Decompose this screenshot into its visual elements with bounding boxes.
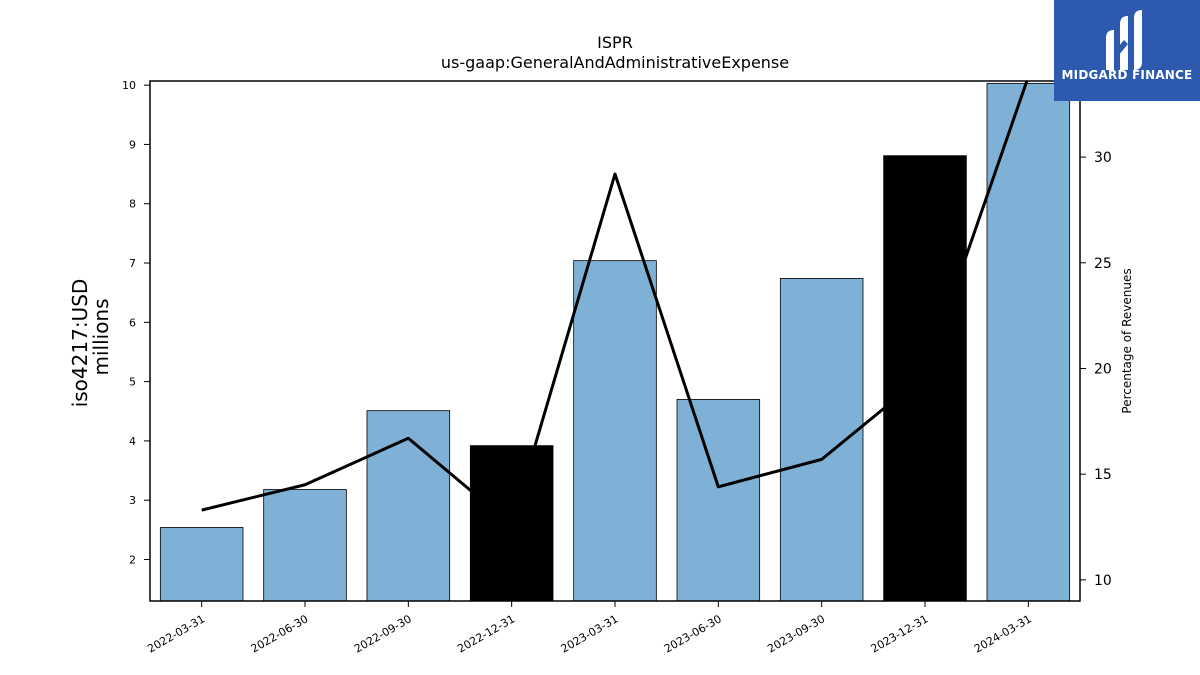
y-tick-label-2: 2 [129,553,136,566]
y-tick-label-5: 5 [129,376,136,389]
bar-2023-06-30 [676,398,761,602]
y-tick-label-6: 6 [129,316,136,329]
bar-2024-03-31 [986,82,1071,602]
bar-2022-06-30 [263,489,347,602]
percentage-line [201,81,1029,527]
x-tick-label-2022-09-30: 2022-09-30 [352,612,414,655]
logo-badge: MIDGARD FINANCE [1054,0,1200,101]
x-tick-label-2022-06-30: 2022-06-30 [249,612,311,655]
bars-group [159,82,1071,602]
y2-tick-label-20: 20 [1094,361,1112,377]
midgard-m-logo-icon [1106,10,1142,70]
x-tick-label-2023-03-31: 2023-03-31 [559,612,621,655]
x-tick-label-2024-03-31: 2024-03-31 [972,612,1034,655]
y-tick-label-8: 8 [129,198,136,211]
x-tick-label-2023-09-30: 2023-09-30 [765,612,827,655]
bar-2023-09-30 [779,278,864,602]
bar-2023-03-31 [573,260,657,602]
y-axis-label-units: millions [89,298,113,375]
y2-axis-label: Percentage of Revenues [1120,268,1134,413]
y2-tick-label-10: 10 [1094,573,1112,589]
y2-tick-label-30: 30 [1094,150,1112,166]
y-tick-label-4: 4 [129,435,136,448]
y2-tick-label-25: 25 [1094,256,1112,272]
bar-2023-12-31 [883,155,967,602]
chart-subtitle: us-gaap:GeneralAndAdministrativeExpense [441,53,789,72]
y-tick-label-3: 3 [129,494,136,507]
y-tick-label-10: 10 [122,79,136,92]
bar-2022-03-31 [159,527,244,602]
y-axis-label: iso4217:USD [68,279,92,408]
logo-text: MIDGARD FINANCE [1061,68,1193,82]
y-tick-label-7: 7 [129,257,136,270]
y2-tick-label-15: 15 [1094,467,1112,483]
line-layer [201,81,1029,527]
x-tick-label-2023-12-31: 2023-12-31 [869,612,931,655]
x-tick-label-2022-12-31: 2022-12-31 [455,612,517,655]
y-tick-label-9: 9 [129,138,136,151]
x-tick-label-2022-03-31: 2022-03-31 [145,612,207,655]
bar-2022-09-30 [366,410,451,602]
chart-title: ISPR [597,33,633,52]
x-tick-label-2023-06-30: 2023-06-30 [662,612,724,655]
